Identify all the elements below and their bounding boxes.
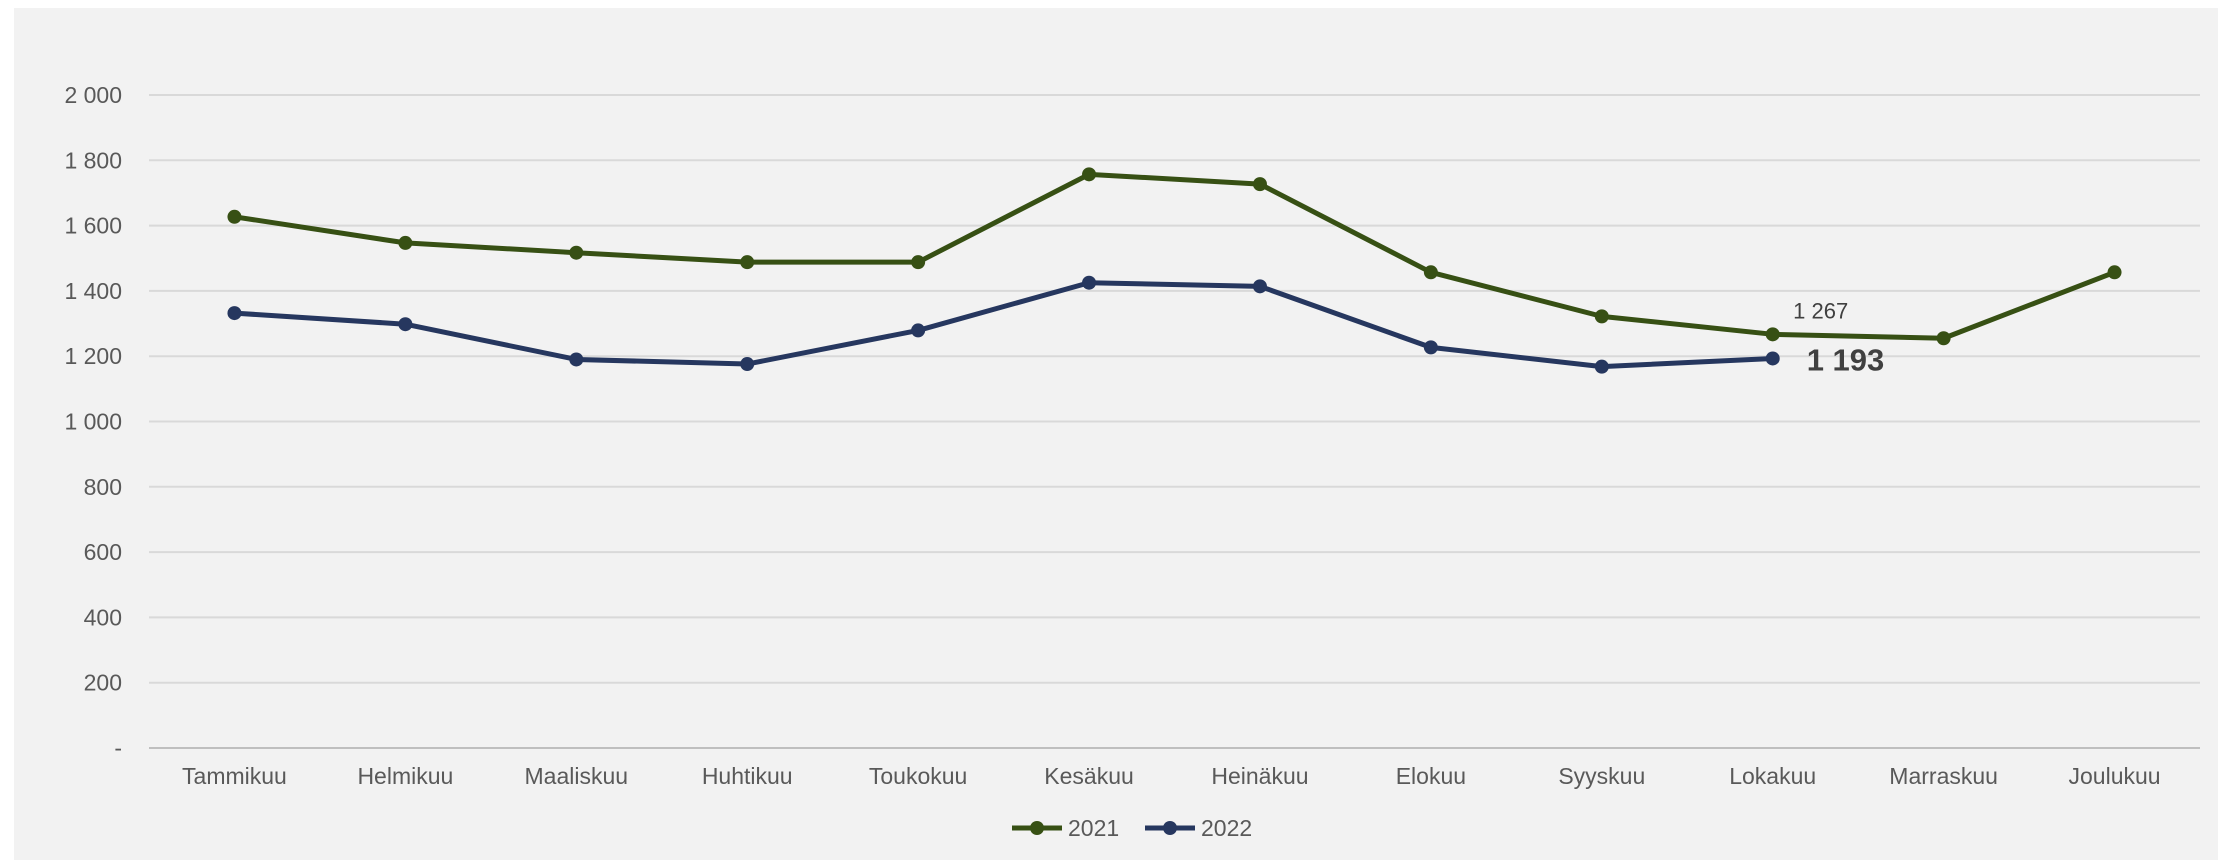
data-point — [1252, 279, 1267, 294]
data-point — [1594, 309, 1609, 324]
grid-lines — [149, 94, 2200, 749]
series-line — [231, 280, 1776, 370]
series-2022 — [227, 275, 1780, 374]
y-tick-label: 400 — [84, 604, 122, 630]
y-tick-label: 1 000 — [64, 409, 122, 435]
y-axis-tick-labels: - 200 400 600 800 1 000 1 200 1 400 1 600 1 800 2 … — [64, 82, 122, 761]
data-point — [1765, 351, 1780, 366]
data-point — [911, 255, 926, 270]
y-tick-label: 1 200 — [64, 343, 122, 369]
y-tick-label: 200 — [84, 670, 122, 696]
data-point — [2107, 265, 2122, 280]
data-point — [1082, 275, 1097, 290]
y-tick-label: 1 800 — [64, 147, 122, 173]
chart-panel: - 200 400 600 800 1 000 1 200 1 400 1 600 1 800 2 … — [14, 8, 2218, 860]
x-tick-label: Lokakuu — [1729, 763, 1816, 789]
line-chart: - 200 400 600 800 1 000 1 200 1 400 1 600 1 800 2 … — [64, 82, 2200, 841]
y-tick-label: 2 000 — [64, 82, 122, 108]
data-point — [227, 209, 242, 224]
legend-label: 2021 — [1068, 815, 1119, 841]
y-tick-label: 800 — [84, 474, 122, 500]
series-2021 — [227, 167, 2122, 346]
x-tick-label: Tammikuu — [182, 763, 287, 789]
series-lines — [227, 167, 2122, 374]
data-point — [398, 235, 413, 250]
x-tick-label: Kesäkuu — [1044, 763, 1134, 789]
data-label: 1 193 — [1807, 342, 1885, 377]
x-tick-label: Heinäkuu — [1211, 763, 1308, 789]
legend: 2021 2022 — [1012, 815, 1252, 841]
x-tick-label: Marraskuu — [1889, 763, 1998, 789]
data-point — [911, 323, 926, 338]
x-tick-label: Maaliskuu — [525, 763, 629, 789]
data-point — [740, 255, 755, 270]
y-tick-label: 1 400 — [64, 278, 122, 304]
x-tick-label: Syyskuu — [1558, 763, 1645, 789]
x-tick-label: Huhtikuu — [702, 763, 793, 789]
data-label: 1 267 — [1793, 298, 1848, 323]
data-point — [740, 357, 755, 372]
data-point — [1082, 167, 1097, 182]
x-tick-label: Helmikuu — [357, 763, 453, 789]
data-point — [569, 245, 584, 260]
data-point — [398, 317, 413, 332]
x-tick-label: Toukokuu — [869, 763, 967, 789]
data-point — [1252, 177, 1267, 192]
data-labels: 1 267 1 193 — [1793, 298, 1884, 377]
data-point — [569, 352, 584, 367]
legend-label: 2022 — [1201, 815, 1252, 841]
y-tick-label: 600 — [84, 539, 122, 565]
legend-item-2021: 2021 — [1012, 815, 1119, 841]
legend-marker — [1163, 821, 1177, 835]
data-point — [1594, 359, 1609, 374]
data-point — [1936, 331, 1951, 346]
data-point — [227, 306, 242, 321]
series-line — [231, 171, 2118, 341]
x-tick-label: Elokuu — [1396, 763, 1466, 789]
legend-item-2022: 2022 — [1145, 815, 1252, 841]
data-point — [1765, 327, 1780, 342]
data-point — [1423, 265, 1438, 280]
legend-marker — [1030, 821, 1044, 835]
y-tick-label: 1 600 — [64, 213, 122, 239]
x-tick-label: Joulukuu — [2069, 763, 2161, 789]
data-point — [1423, 340, 1438, 355]
y-tick-label: - — [114, 735, 122, 761]
x-axis-tick-labels: Tammikuu Helmikuu Maaliskuu Huhtikuu Toukoku… — [182, 763, 2161, 789]
